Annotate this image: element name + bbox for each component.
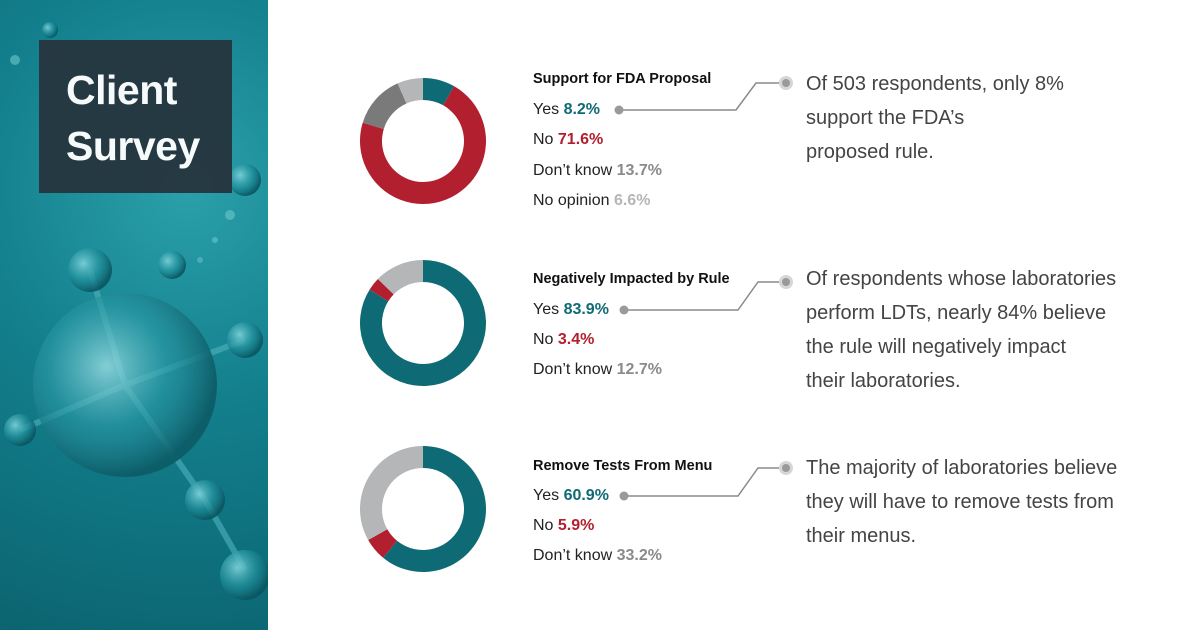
legend-item-no-opinion: No opinion 6.6% bbox=[533, 193, 650, 209]
legend-value: 6.6% bbox=[613, 192, 651, 209]
annotation-support: Of 503 respondents, only 8% support the … bbox=[806, 67, 1146, 169]
annotation-line: they will have to remove tests from bbox=[806, 491, 1114, 513]
legend-item-yes: Yes 60.9% bbox=[533, 488, 609, 504]
legend-value: 60.9% bbox=[563, 487, 609, 504]
donut-slice-yes bbox=[383, 446, 486, 572]
legend-item-dont-know: Don’t know 33.2% bbox=[533, 548, 662, 564]
donut-slice-yes bbox=[423, 78, 455, 106]
sidebar-panel: Client Survey bbox=[0, 0, 268, 630]
connector-dot bbox=[614, 105, 624, 115]
legend-label: Don’t know bbox=[533, 162, 613, 179]
page-title-line-1: Client bbox=[66, 67, 177, 113]
legend-label: No bbox=[533, 517, 554, 534]
legend-item-no: No 71.6% bbox=[533, 132, 603, 148]
chart-title-remove: Remove Tests From Menu bbox=[533, 458, 713, 474]
molecule-illustration bbox=[4, 22, 268, 600]
legend-value: 8.2% bbox=[563, 101, 601, 118]
legend-item-yes: Yes 83.9% bbox=[533, 302, 609, 318]
legend-label: Yes bbox=[533, 101, 560, 118]
donut-slice-don-t-know bbox=[362, 83, 407, 130]
donut-slice-don-t-know bbox=[360, 446, 423, 541]
connector-dot bbox=[619, 305, 629, 315]
connector-line-support bbox=[622, 82, 786, 111]
donut-slice-no bbox=[368, 529, 398, 558]
annotation-remove: The majority of laboratories believe the… bbox=[806, 451, 1146, 553]
annotation-line: perform LDTs, nearly 84% believe bbox=[806, 302, 1107, 324]
connector-line-impact bbox=[624, 281, 786, 311]
legend-item-dont-know: Don’t know 13.7% bbox=[533, 163, 662, 179]
legend-label: Don’t know bbox=[533, 361, 613, 378]
legend-item-no: No 3.4% bbox=[533, 332, 594, 348]
annotation-line: proposed rule. bbox=[806, 141, 934, 163]
donut-slice-don-t-know bbox=[377, 260, 423, 295]
chart-title-impact: Negatively Impacted by Rule bbox=[533, 271, 730, 287]
connector-dot bbox=[619, 491, 629, 501]
annotation-line: their laboratories. bbox=[806, 370, 961, 392]
legend-value: 83.9% bbox=[563, 301, 609, 318]
legend-label: No bbox=[533, 331, 554, 348]
annotation-impact: Of respondents whose laboratories perfor… bbox=[806, 262, 1146, 398]
large-molecule-sphere bbox=[33, 293, 217, 477]
legend-label: Yes bbox=[533, 301, 560, 318]
annotation-line: the rule will negatively impact bbox=[806, 336, 1067, 358]
page-title-line-2: Survey bbox=[66, 123, 200, 169]
annotation-line: Of respondents whose laboratories bbox=[806, 268, 1117, 290]
legend-label: Don’t know bbox=[533, 547, 613, 564]
legend-item-yes: Yes 8.2% bbox=[533, 102, 600, 118]
annotation-line: Of 503 respondents, only 8% bbox=[806, 73, 1064, 95]
title-box: Client Survey bbox=[39, 40, 232, 193]
donut-chart-support bbox=[360, 78, 486, 204]
legend-value: 12.7% bbox=[616, 361, 662, 378]
legend-value: 5.9% bbox=[557, 517, 595, 534]
legend-item-no: No 5.9% bbox=[533, 518, 594, 534]
annotation-line: The majority of laboratories believe bbox=[806, 457, 1118, 479]
legend-value: 13.7% bbox=[616, 162, 662, 179]
donut-chart-remove bbox=[360, 446, 486, 572]
annotation-line: support the FDA’s bbox=[806, 107, 965, 129]
legend-value: 71.6% bbox=[557, 131, 604, 148]
donut-slice-yes bbox=[360, 260, 486, 386]
legend-value: 3.4% bbox=[557, 331, 595, 348]
connector-line-remove bbox=[624, 467, 786, 497]
annotation-line: their menus. bbox=[806, 525, 917, 547]
legend-item-dont-know: Don’t know 12.7% bbox=[533, 362, 662, 378]
legend-value: 33.2% bbox=[616, 547, 662, 564]
legend-label: Yes bbox=[533, 487, 560, 504]
legend-label: No opinion bbox=[533, 192, 610, 209]
chart-title-support: Support for FDA Proposal bbox=[533, 71, 712, 87]
donut-slice-no bbox=[360, 86, 486, 204]
donut-slice-no bbox=[369, 279, 394, 302]
legend-label: No bbox=[533, 131, 554, 148]
donut-slice-no-opinion bbox=[397, 78, 423, 104]
donut-chart-impact bbox=[360, 260, 486, 386]
